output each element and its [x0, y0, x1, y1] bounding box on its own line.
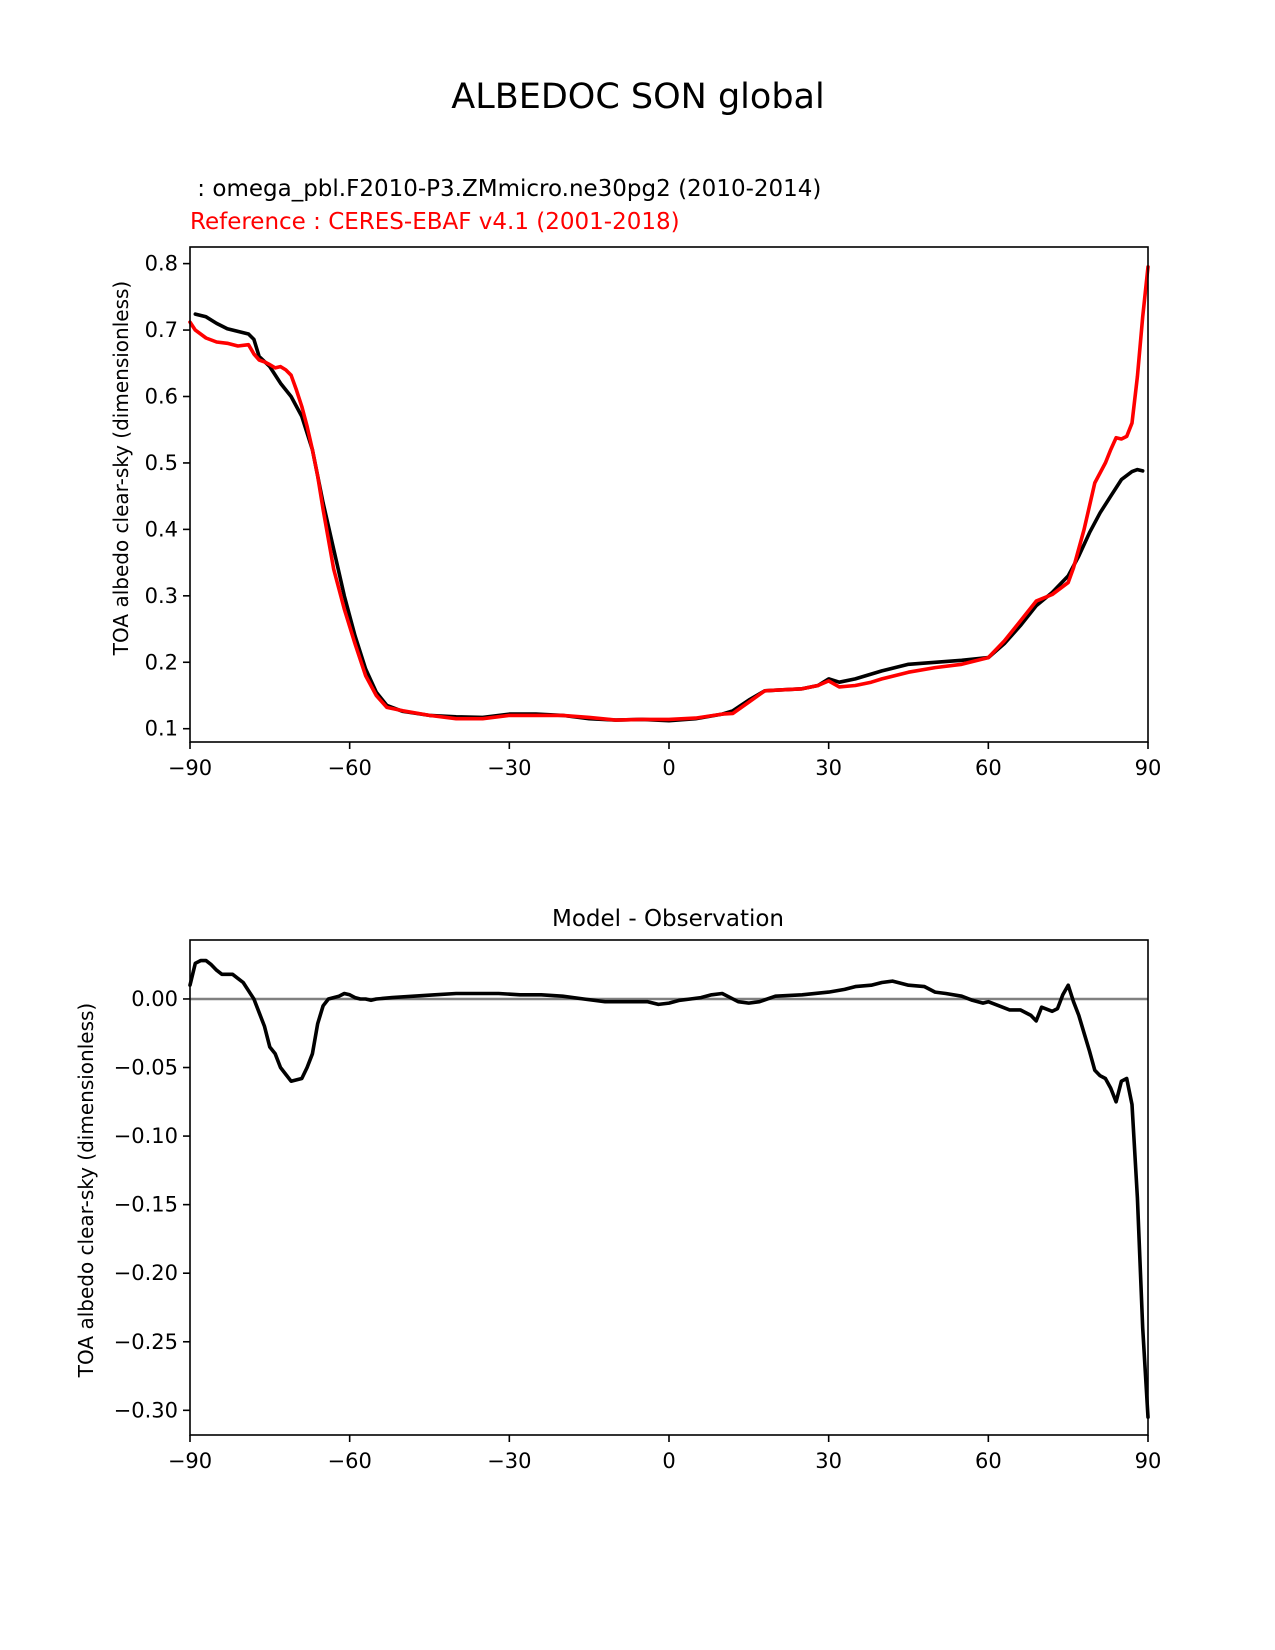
- top-subtitle-reference: Reference : CERES-EBAF v4.1 (2001-2018): [190, 209, 680, 235]
- y-tick-label: −0.10: [114, 1124, 178, 1148]
- model-series-line: [193, 312, 1145, 723]
- plot-frame: [189, 939, 1149, 1436]
- y-tick-label: 0.2: [145, 650, 178, 674]
- y-tick-label: −0.15: [114, 1193, 178, 1217]
- difference-series-line: [188, 958, 1150, 1419]
- x-tick-label: −60: [328, 756, 372, 780]
- y-tick-label: −0.05: [114, 1056, 178, 1080]
- y-tick-label: 0.4: [145, 517, 178, 541]
- bottom-plot-area: −90 −60 −30 0 30 60 90 0.00 −0.05 −0.10 −0.15 −0.20…: [114, 939, 1162, 1473]
- x-tick-label: −60: [328, 1449, 372, 1473]
- bottom-title: Model - Observation: [552, 906, 784, 932]
- plot-frame: [189, 246, 1149, 743]
- bottom-y-axis-label: TOA albedo clear-sky (dimensionless): [74, 1003, 98, 1378]
- top-y-axis-label: TOA albedo clear-sky (dimensionless): [109, 281, 133, 656]
- y-tick-label: 0.7: [145, 318, 178, 342]
- x-tick-label: 30: [815, 756, 842, 780]
- x-tick-label: 0: [662, 1449, 675, 1473]
- top-plot-area: −90 −60 −30 0 30 60 90 0.1 0.2 0.3 0.4 0.5 0.6 0.7 0.8: [145, 246, 1162, 780]
- x-tick-label: −90: [168, 756, 212, 780]
- y-tick-label: −0.25: [114, 1330, 178, 1354]
- x-tick-label: 60: [975, 756, 1002, 780]
- y-tick-label: −0.30: [114, 1398, 178, 1422]
- y-tick-label: 0.8: [145, 252, 178, 276]
- y-tick-label: 0.3: [145, 584, 178, 608]
- x-tick-label: 0: [662, 756, 675, 780]
- x-tick-label: −30: [487, 1449, 531, 1473]
- y-tick-label: 0.1: [145, 717, 178, 741]
- figure-title: ALBEDOC SON global: [451, 77, 824, 117]
- x-tick-label: −90: [168, 1449, 212, 1473]
- x-tick-label: 30: [815, 1449, 842, 1473]
- reference-series-line: [188, 265, 1150, 722]
- x-tick-label: 60: [975, 1449, 1002, 1473]
- top-subtitle-model: : omega_pbl.F2010-P3.ZMmicro.ne30pg2 (20…: [190, 176, 821, 202]
- y-tick-label: 0.5: [145, 451, 178, 475]
- x-tick-label: 90: [1135, 1449, 1162, 1473]
- top-panel: : omega_pbl.F2010-P3.ZMmicro.ne30pg2 (20…: [109, 176, 1161, 780]
- y-tick-label: −0.20: [114, 1261, 178, 1285]
- x-tick-label: −30: [487, 756, 531, 780]
- y-tick-label: 0.00: [131, 987, 178, 1011]
- x-tick-label: 90: [1135, 756, 1162, 780]
- y-tick-label: 0.6: [145, 384, 178, 408]
- bottom-panel: Model - Observation TOA albedo clear-sky…: [74, 906, 1161, 1473]
